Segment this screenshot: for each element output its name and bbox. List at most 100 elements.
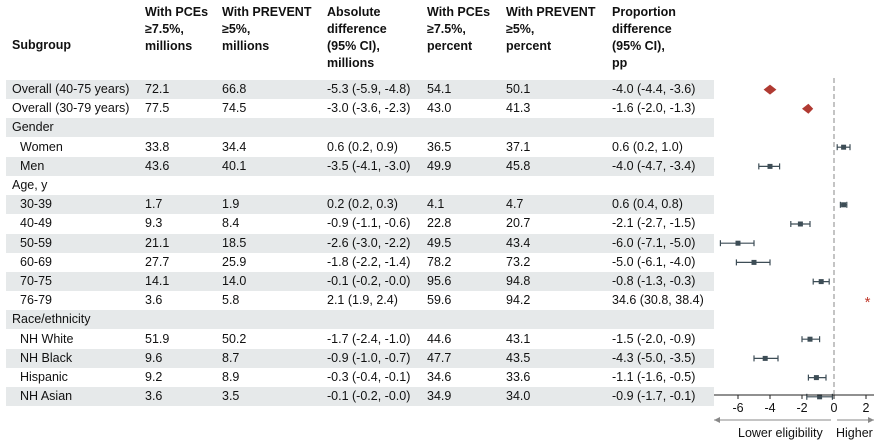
table-row: 60-69 27.7 25.9 -1.8 (-2.2, -1.4) 78.2 73.2 -5…	[6, 253, 714, 272]
proportion-difference: -2.1 (-2.7, -1.5)	[612, 216, 696, 231]
subgroup-label: Hispanic	[20, 370, 68, 384]
table-row: 76-79 3.6 5.8 2.1 (1.9, 2.4) 59.6 94.2 34.6 (3…	[6, 291, 714, 310]
absolute-difference: -1.7 (-2.4, -1.0)	[327, 331, 411, 346]
pces-percent: 47.7	[427, 350, 452, 365]
prevent-percent: 33.6	[506, 370, 531, 384]
table-row: Men 43.6 40.1 -3.5 (-4.1, -3.0) 49.9 45.8 -4.0…	[6, 156, 714, 176]
prevent-millions: 66.8	[222, 82, 247, 96]
subgroup-label: Gender	[12, 120, 54, 135]
table-row: Hispanic 9.2 8.9 -0.3 (-0.4, -0.1) 34.6 33.6 -…	[6, 368, 714, 387]
table-row: 70-75 14.1 14.0 -0.1 (-0.2, -0.0) 95.6 94.8 -0…	[6, 272, 714, 291]
proportion-difference: -4.3 (-5.0, -3.5)	[612, 350, 696, 365]
proportion-difference: -4.0 (-4.4, -3.6)	[612, 82, 696, 96]
subgroup-label: Race/ethnicity	[12, 312, 91, 327]
x-tick-label: -2	[796, 401, 807, 415]
proportion-difference: -0.8 (-1.3, -0.3)	[612, 274, 696, 288]
prevent-percent: 43.5	[506, 350, 531, 365]
subgroup-label: 30-39	[20, 197, 52, 212]
pces-millions: 43.6	[145, 158, 170, 173]
prevent-percent: 43.1	[506, 331, 531, 346]
pces-millions: 14.1	[145, 274, 170, 288]
subgroup-label: 76-79	[20, 293, 52, 308]
header-line: millions	[222, 39, 270, 53]
absolute-difference: -3.0 (-3.6, -2.3)	[327, 101, 411, 116]
header-subgroup: Subgroup	[12, 37, 71, 54]
absolute-difference: -0.9 (-1.0, -0.7)	[327, 350, 411, 365]
proportion-difference: -1.1 (-1.6, -0.5)	[612, 370, 696, 384]
table-row: Overall (40-75 years) 72.1 66.8 -5.3 (-5.9,…	[6, 80, 714, 99]
absolute-difference: -0.1 (-0.2, -0.0)	[327, 274, 411, 288]
proportion-difference: -1.6 (-2.0, -1.3)	[612, 101, 696, 116]
x-tick-label: -6	[732, 401, 743, 415]
header-line: (95% CI),	[327, 39, 380, 53]
axis-label-higher: Higher	[836, 426, 873, 440]
pces-millions: 3.6	[145, 389, 163, 404]
subgroup-label: 70-75	[20, 274, 52, 288]
prevent-millions: 50.2	[222, 331, 247, 346]
pces-millions: 33.8	[145, 139, 170, 154]
overall-diamond	[802, 103, 814, 114]
header-line: ≥5%,	[506, 22, 535, 36]
absolute-difference: -0.9 (-1.1, -0.6)	[327, 216, 411, 231]
point-estimate	[767, 163, 773, 169]
point-estimate	[797, 221, 803, 227]
absolute-difference: -0.1 (-0.2, -0.0)	[327, 389, 411, 404]
header-line: With PREVENT	[506, 5, 596, 19]
pces-percent: 34.6	[427, 370, 452, 384]
prevent-millions: 25.9	[222, 254, 247, 269]
prevent-percent: 45.8	[506, 158, 531, 173]
header-line: millions	[327, 56, 375, 70]
pces-percent: 95.6	[427, 274, 452, 288]
table-row: 30-39 1.7 1.9 0.2 (0.2, 0.3) 4.1 4.7 0.6 (0.4,…	[6, 195, 714, 215]
header-line: Proportion	[612, 5, 676, 19]
table-row: Overall (30-79 years) 77.5 74.5 -3.0 (-3.6,…	[6, 99, 714, 118]
table-row: Women 33.8 34.4 0.6 (0.2, 0.9) 36.5 37.1 0.6 (…	[6, 138, 714, 157]
point-estimate	[751, 259, 757, 265]
proportion-difference: 0.6 (0.4, 0.8)	[612, 197, 683, 212]
prevent-millions: 18.5	[222, 235, 247, 250]
point-estimate	[807, 336, 813, 342]
subgroup-label: NH Asian	[20, 389, 73, 404]
table-row: Gender	[6, 118, 714, 138]
subgroup-label: Overall (40-75 years)	[12, 82, 130, 96]
subgroup-label: Women	[20, 139, 63, 154]
absolute-difference: -5.3 (-5.9, -4.8)	[327, 82, 411, 96]
subgroup-label: Age, y	[12, 178, 48, 192]
prevent-millions: 40.1	[222, 158, 247, 173]
absolute-difference: -1.8 (-2.2, -1.4)	[327, 254, 411, 269]
header-line: (95% CI),	[612, 39, 665, 53]
pces-millions: 72.1	[145, 82, 170, 96]
absolute-difference: -3.5 (-4.1, -3.0)	[327, 158, 411, 173]
absolute-difference: 2.1 (1.9, 2.4)	[327, 293, 398, 308]
point-estimate	[818, 279, 824, 285]
table-row: 40-49 9.3 8.4 -0.9 (-1.1, -0.6) 22.8 20.7 -2.1…	[6, 214, 714, 233]
point-estimate	[817, 394, 823, 400]
table-row: 50-59 21.1 18.5 -2.6 (-3.0, -2.2) 49.5 43.4 -6…	[6, 233, 714, 253]
pces-millions: 1.7	[145, 197, 163, 212]
pces-millions: 3.6	[145, 293, 163, 308]
pces-millions: 9.3	[145, 216, 163, 231]
proportion-difference: -0.9 (-1.7, -0.1)	[612, 389, 696, 404]
overall-diamond	[763, 84, 777, 95]
x-tick-label: -4	[764, 401, 775, 415]
prevent-percent: 41.3	[506, 101, 531, 116]
point-estimate	[841, 144, 847, 150]
absolute-difference: 0.2 (0.2, 0.3)	[327, 197, 398, 212]
absolute-difference: -2.6 (-3.0, -2.2)	[327, 235, 411, 250]
header-line: difference	[327, 22, 387, 36]
proportion-difference: 34.6 (30.8, 38.4)	[612, 293, 704, 308]
header-line: pp	[612, 56, 628, 70]
header-line: Subgroup	[12, 38, 72, 52]
pces-percent: 43.0	[427, 101, 452, 116]
prevent-millions: 3.5	[222, 389, 240, 404]
higher-arrow-head	[868, 417, 874, 423]
subgroup-label: 60-69	[20, 254, 52, 269]
table-row: NH White 51.9 50.2 -1.7 (-2.4, -1.0) 44.6 43.…	[6, 330, 714, 349]
header-pces-percent: With PCEs ≥7.5%, percent	[427, 4, 490, 55]
prevent-percent: 43.4	[506, 235, 531, 250]
pces-millions: 27.7	[145, 254, 170, 269]
pces-percent: 4.1	[427, 197, 445, 212]
point-estimate	[813, 375, 819, 381]
subgroup-label: 40-49	[20, 216, 52, 231]
